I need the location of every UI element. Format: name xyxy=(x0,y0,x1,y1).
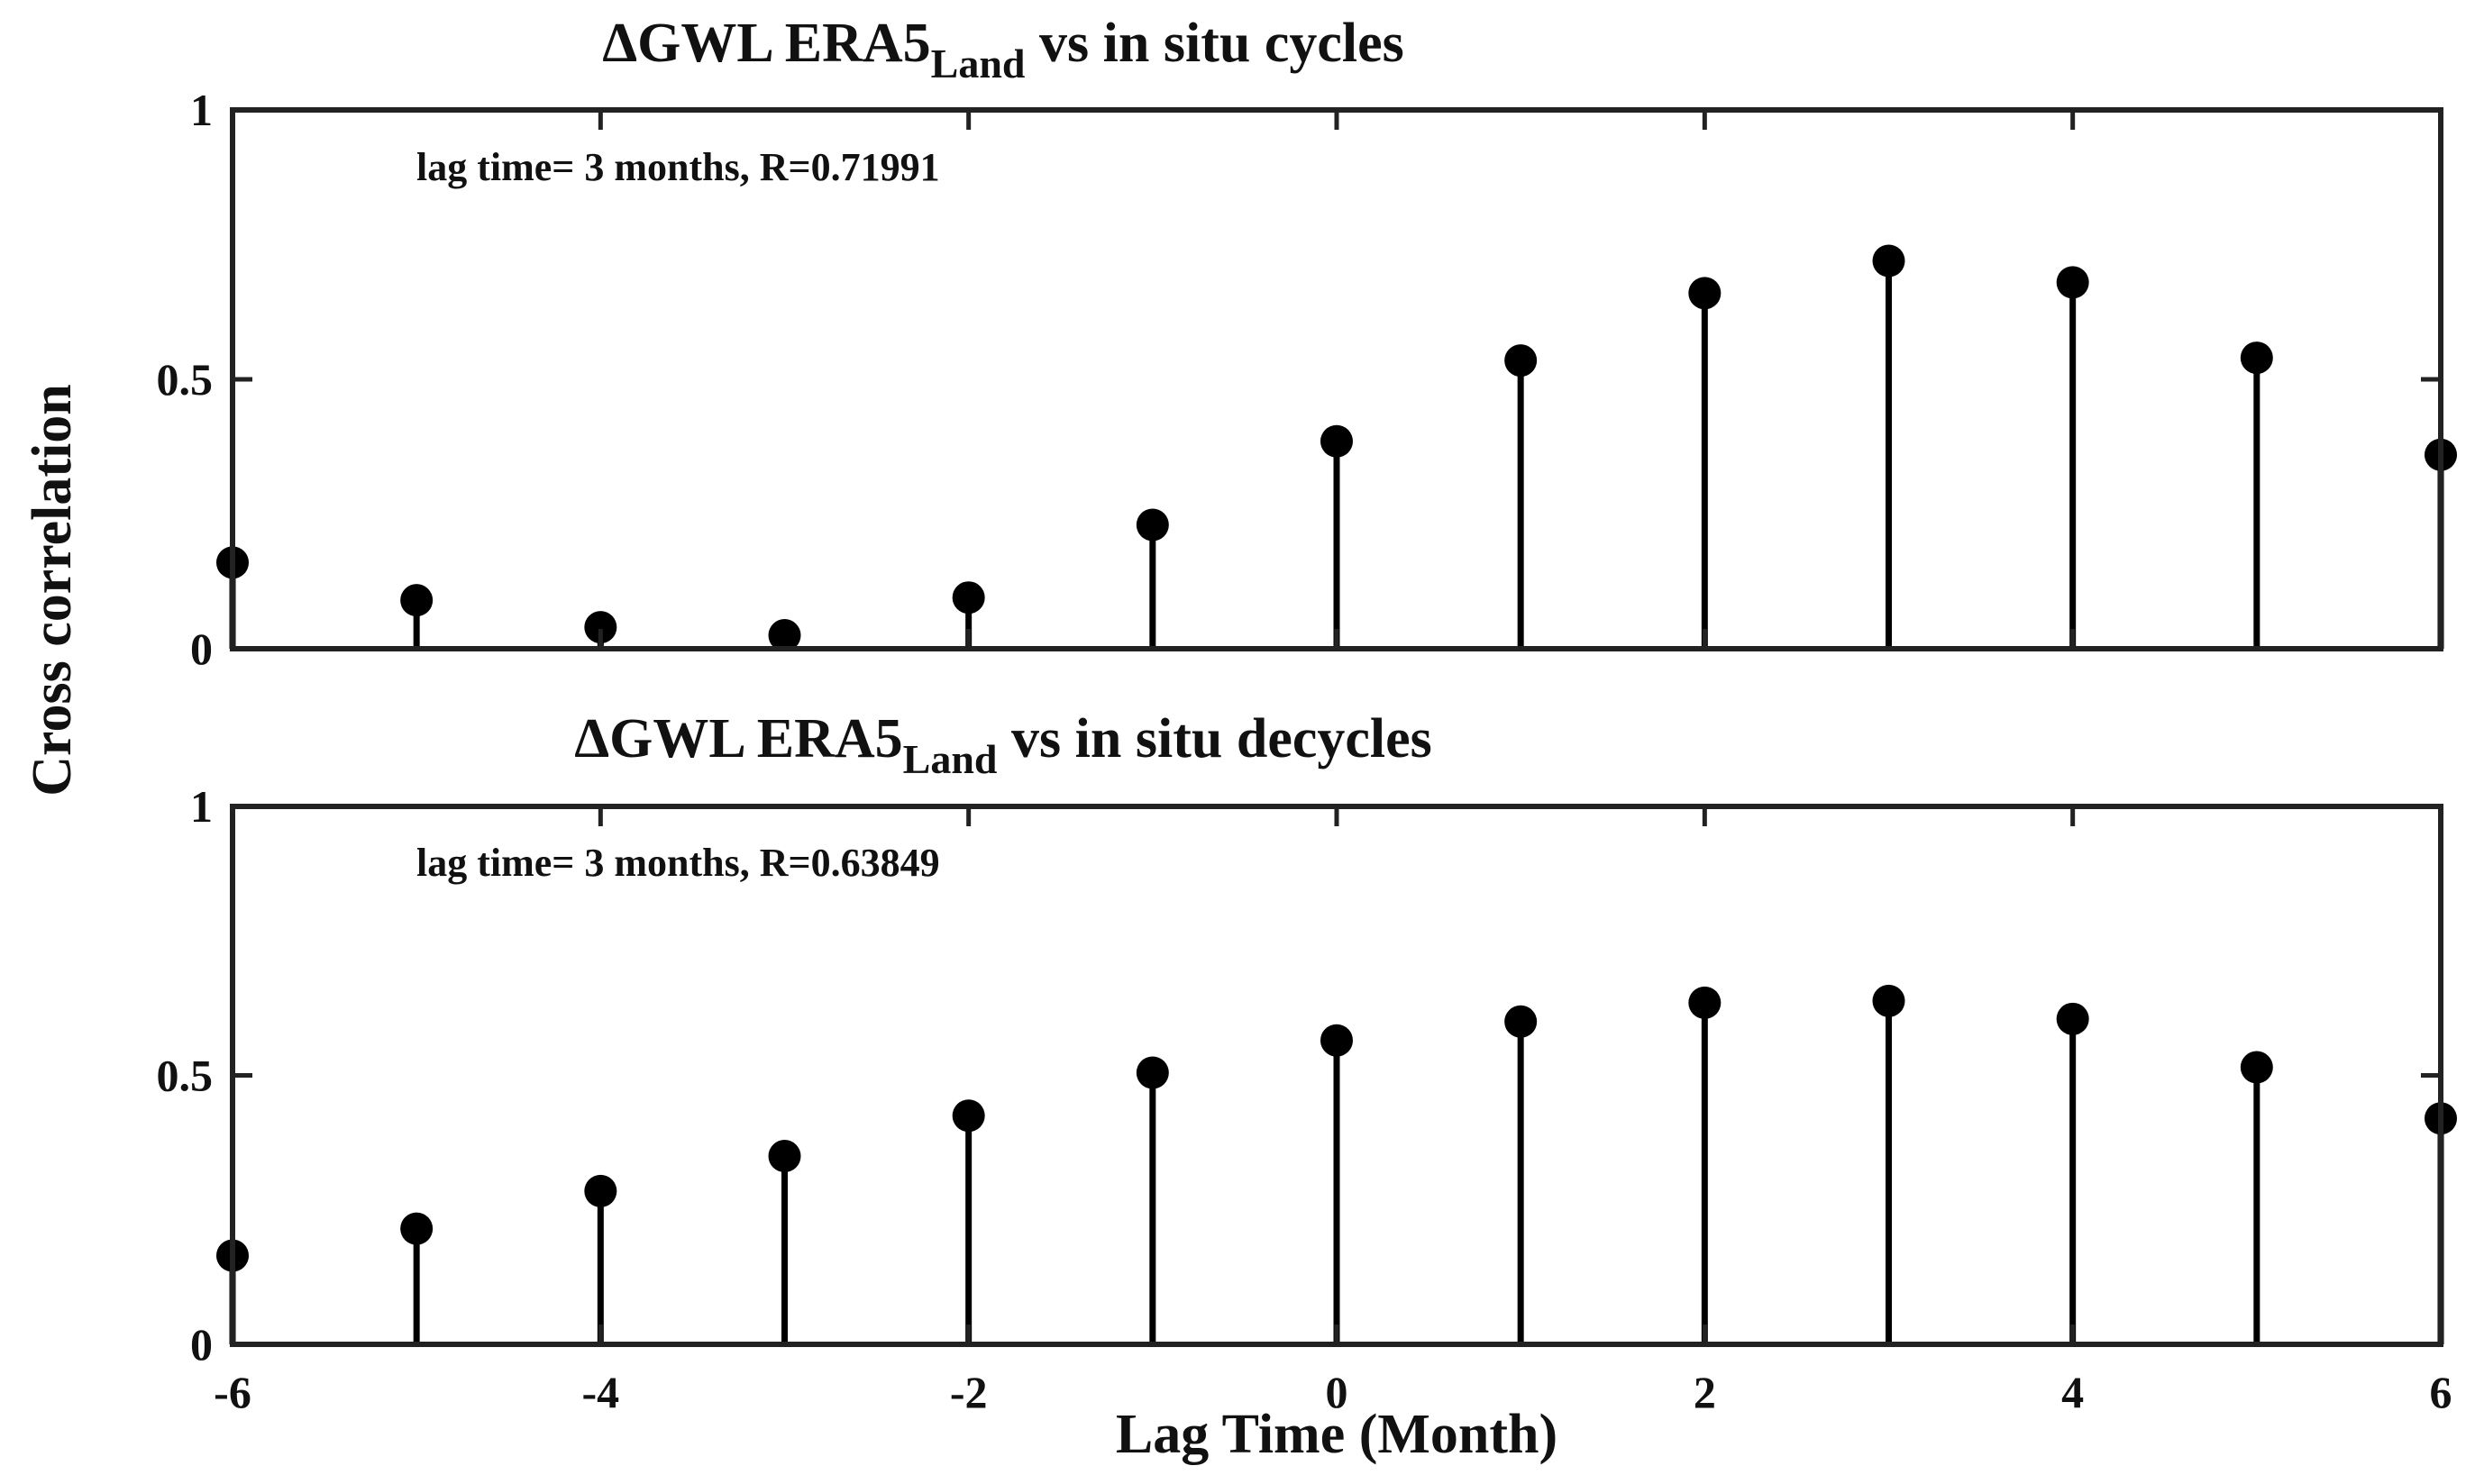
stem-marker xyxy=(952,1099,985,1133)
bottom-panel-title: ΔGWL ERA5Land vs in situ decycles xyxy=(574,708,1432,782)
bottom-panel: ΔGWL ERA5Land vs in situ decycles 00.51 … xyxy=(157,708,2457,1417)
stem-marker xyxy=(2240,1051,2273,1084)
stem-marker xyxy=(584,611,617,644)
stem-marker xyxy=(1136,1056,1169,1089)
stem-marker xyxy=(1136,508,1169,542)
bottom-panel-annotation: lag time= 3 months, R=0.63849 xyxy=(416,841,940,885)
stem-marker xyxy=(768,1140,801,1173)
bottom-panel-stems xyxy=(216,984,2457,1344)
stem-marker xyxy=(2056,266,2089,299)
y-tick-label: 0 xyxy=(190,1319,213,1370)
stem-marker xyxy=(1688,277,1722,310)
stem-marker xyxy=(584,1174,617,1207)
stem-marker xyxy=(952,581,985,615)
stem-marker xyxy=(1872,244,1905,278)
y-axis-label: Cross correlation xyxy=(22,384,83,796)
stem-marker xyxy=(1872,984,1905,1017)
stem-marker xyxy=(1320,424,1353,458)
top-panel: ΔGWL ERA5Land vs in situ cycles 00.51 la… xyxy=(157,13,2457,674)
stem-marker xyxy=(2240,341,2273,375)
top-panel-x-ticks xyxy=(230,110,2443,649)
y-tick-label: 0 xyxy=(190,624,213,674)
bottom-panel-x-ticks: -6 -4 -2 0 2 4 6 xyxy=(214,806,2452,1417)
x-tick-label: -4 xyxy=(582,1367,620,1417)
stem-marker xyxy=(1504,1005,1538,1038)
top-panel-annotation: lag time= 3 months, R=0.71991 xyxy=(416,145,940,189)
stem-marker xyxy=(768,619,801,652)
x-tick-label: 0 xyxy=(1326,1367,1348,1417)
stem-marker xyxy=(2056,1002,2089,1035)
stem-marker xyxy=(1504,344,1538,378)
stem-marker xyxy=(400,584,434,617)
top-panel-stems xyxy=(216,244,2457,652)
x-tick-label: 2 xyxy=(1694,1367,1716,1417)
stem-marker xyxy=(1688,986,1722,1019)
x-axis-label: Lag Time (Month) xyxy=(1116,1404,1557,1465)
y-tick-label: 1 xyxy=(190,85,213,135)
y-tick-label: 1 xyxy=(190,781,213,832)
stem-marker xyxy=(1320,1024,1353,1057)
stem-marker xyxy=(400,1212,434,1245)
bottom-panel-y-ticks: 00.51 xyxy=(157,781,2441,1370)
x-tick-label: -6 xyxy=(214,1367,251,1417)
y-tick-label: 0.5 xyxy=(157,1051,214,1101)
top-panel-title: ΔGWL ERA5Land vs in situ cycles xyxy=(602,13,1404,86)
x-tick-label: -2 xyxy=(950,1367,988,1417)
x-tick-label: 6 xyxy=(2430,1367,2452,1417)
top-panel-y-ticks: 00.51 xyxy=(157,85,2441,674)
y-tick-label: 0.5 xyxy=(157,354,214,405)
x-tick-label: 4 xyxy=(2061,1367,2084,1417)
